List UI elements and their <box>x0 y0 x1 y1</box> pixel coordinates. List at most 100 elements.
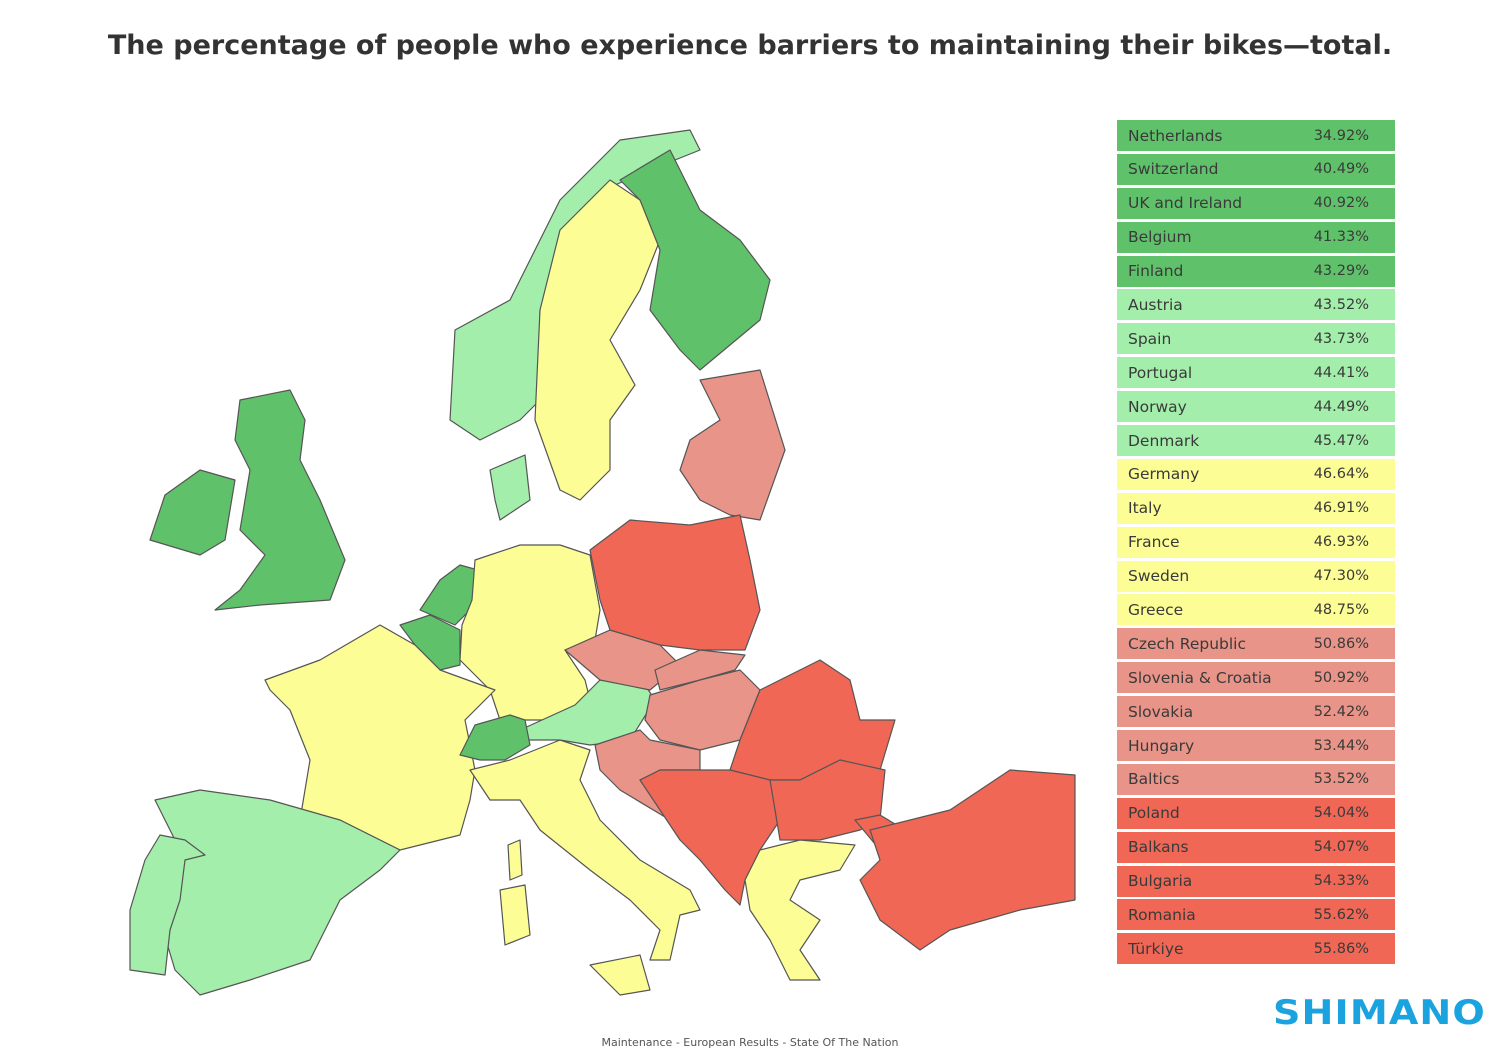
region-turkiye <box>859 769 1076 951</box>
legend-value: 43.73% <box>1313 330 1369 347</box>
legend-value: 44.41% <box>1313 364 1369 381</box>
legend-row: Czech Republic 50.86% <box>1117 628 1395 660</box>
legend-table: Netherlands 34.92% Switzerland 40.49% UK and… <box>1117 120 1395 967</box>
legend-country: Netherlands <box>1128 126 1223 145</box>
page-title: The percentage of people who experience … <box>107 30 1393 61</box>
legend-country: Hungary <box>1128 736 1195 755</box>
legend-value: 55.86% <box>1313 940 1369 957</box>
legend-row: Slovenia & Croatia 50.92% <box>1117 662 1395 694</box>
legend-country: Slovakia <box>1128 702 1194 721</box>
legend-row: France 46.93% <box>1117 526 1395 558</box>
legend-row: Spain 43.73% <box>1117 323 1395 355</box>
region-austria <box>519 679 656 746</box>
region-france <box>264 624 496 851</box>
legend-value: 47.30% <box>1313 568 1369 585</box>
region-switzerland <box>459 714 531 761</box>
region-poland <box>589 514 761 651</box>
legend-country: Switzerland <box>1128 160 1219 179</box>
legend-country: Baltics <box>1128 770 1180 789</box>
legend-country: Belgium <box>1128 228 1192 247</box>
legend-row: Baltics 53.52% <box>1117 763 1395 795</box>
region-sardinia <box>499 884 531 946</box>
legend-row: Slovakia 52.42% <box>1117 696 1395 728</box>
legend-country: Spain <box>1128 329 1172 348</box>
legend-country: Finland <box>1128 262 1184 281</box>
legend-value: 54.04% <box>1313 805 1369 822</box>
legend-value: 44.49% <box>1313 398 1369 415</box>
legend-row: Denmark 45.47% <box>1117 425 1395 457</box>
legend-country: Italy <box>1128 499 1162 518</box>
legend-row: Austria 43.52% <box>1117 289 1395 321</box>
legend-value: 52.42% <box>1313 703 1369 720</box>
legend-country: Romania <box>1128 905 1196 924</box>
legend-country: Portugal <box>1128 363 1193 382</box>
legend-row: Sweden 47.30% <box>1117 560 1395 592</box>
legend-country: Sweden <box>1128 567 1190 586</box>
legend-value: 45.47% <box>1313 432 1369 449</box>
legend-row: Türkiye 55.86% <box>1117 933 1395 965</box>
legend-value: 43.29% <box>1313 263 1369 280</box>
legend-value: 48.75% <box>1313 601 1369 618</box>
legend-value: 46.64% <box>1313 466 1369 483</box>
region-germany <box>459 544 601 721</box>
legend-country: Austria <box>1128 295 1183 314</box>
legend-value: 46.91% <box>1313 500 1369 517</box>
legend-country: Poland <box>1128 804 1180 823</box>
legend-row: Hungary 53.44% <box>1117 730 1395 762</box>
region-ireland <box>149 469 236 556</box>
legend-row: Finland 43.29% <box>1117 255 1395 287</box>
legend-row: Balkans 54.07% <box>1117 831 1395 863</box>
legend-value: 40.92% <box>1313 195 1369 212</box>
legend-country: France <box>1128 533 1180 552</box>
legend-country: Slovenia & Croatia <box>1128 668 1272 687</box>
legend-country: Czech Republic <box>1128 634 1247 653</box>
legend-value: 53.44% <box>1313 737 1369 754</box>
legend-value: 43.52% <box>1313 296 1369 313</box>
region-uk <box>214 389 346 611</box>
legend-row: Belgium 41.33% <box>1117 221 1395 253</box>
region-romania <box>729 659 896 781</box>
legend-value: 34.92% <box>1313 127 1369 144</box>
legend-row: Netherlands 34.92% <box>1117 120 1395 151</box>
region-greece <box>744 839 856 981</box>
legend-country: Greece <box>1128 600 1184 619</box>
legend-row: Italy 46.91% <box>1117 492 1395 524</box>
legend-value: 40.49% <box>1313 161 1369 178</box>
legend-row: UK and Ireland 40.92% <box>1117 187 1395 219</box>
region-baltics <box>679 369 786 521</box>
region-denmark <box>489 454 531 521</box>
legend-row: Bulgaria 54.33% <box>1117 865 1395 897</box>
footer-caption: Maintenance - European Results - State O… <box>601 1036 899 1049</box>
legend-row: Poland 54.04% <box>1117 797 1395 829</box>
legend-row: Norway 44.49% <box>1117 391 1395 423</box>
legend-value: 54.07% <box>1313 839 1369 856</box>
legend-value: 50.86% <box>1313 635 1369 652</box>
shimano-logo: SHIMANO <box>1273 993 1486 1033</box>
legend-row: Portugal 44.41% <box>1117 357 1395 389</box>
legend-value: 41.33% <box>1313 229 1369 246</box>
legend-value: 53.52% <box>1313 771 1369 788</box>
legend-country: Germany <box>1128 465 1200 484</box>
legend-value: 55.62% <box>1313 906 1369 923</box>
legend-value: 46.93% <box>1313 534 1369 551</box>
region-sweden <box>534 179 661 501</box>
legend-country: Balkans <box>1128 838 1189 857</box>
region-italy <box>469 739 701 961</box>
legend-country: Bulgaria <box>1128 872 1193 891</box>
legend-row: Greece 48.75% <box>1117 594 1395 626</box>
legend-row: Romania 55.62% <box>1117 899 1395 931</box>
legend-row: Germany 46.64% <box>1117 458 1395 490</box>
legend-country: Türkiye <box>1128 939 1184 958</box>
region-portugal <box>129 834 206 976</box>
legend-country: UK and Ireland <box>1128 194 1243 213</box>
legend-value: 54.33% <box>1313 873 1369 890</box>
legend-country: Denmark <box>1128 431 1200 450</box>
region-finland <box>619 149 771 371</box>
legend-country: Norway <box>1128 397 1187 416</box>
region-sicily <box>589 954 651 996</box>
legend-value: 50.92% <box>1313 669 1369 686</box>
legend-row: Switzerland 40.49% <box>1117 153 1395 185</box>
region-corsica <box>507 839 523 881</box>
